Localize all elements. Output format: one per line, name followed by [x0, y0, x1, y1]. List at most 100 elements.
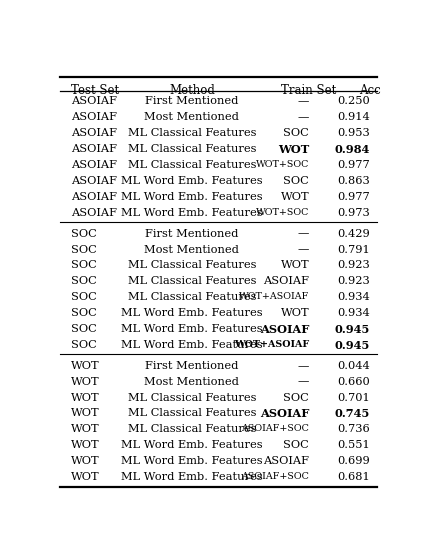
Text: WOT+ASOIAF: WOT+ASOIAF	[234, 340, 309, 349]
Text: 0.701: 0.701	[337, 393, 370, 403]
Text: First Mentioned: First Mentioned	[145, 361, 239, 371]
Text: Train Set: Train Set	[282, 84, 337, 97]
Text: ASOIAF: ASOIAF	[72, 176, 118, 186]
Text: 0.945: 0.945	[335, 340, 370, 351]
Text: First Mentioned: First Mentioned	[145, 96, 239, 107]
Text: Method: Method	[169, 84, 215, 97]
Text: —: —	[298, 96, 309, 107]
Text: ML Classical Features: ML Classical Features	[128, 393, 256, 403]
Text: WOT: WOT	[72, 377, 100, 387]
Text: SOC: SOC	[72, 340, 97, 350]
Text: WOT+ASOIAF: WOT+ASOIAF	[239, 292, 309, 301]
Text: ASOIAF: ASOIAF	[263, 276, 309, 286]
Text: ASOIAF+SOC: ASOIAF+SOC	[241, 472, 309, 481]
Text: ASOIAF+SOC: ASOIAF+SOC	[241, 424, 309, 433]
Text: ASOIAF: ASOIAF	[72, 144, 118, 154]
Text: ML Classical Features: ML Classical Features	[128, 260, 256, 271]
Text: —: —	[298, 377, 309, 387]
Text: ML Word Emb. Features: ML Word Emb. Features	[121, 456, 263, 466]
Text: ML Word Emb. Features: ML Word Emb. Features	[121, 472, 263, 482]
Text: ML Word Emb. Features: ML Word Emb. Features	[121, 192, 263, 202]
Text: Most Mentioned: Most Mentioned	[144, 377, 239, 387]
Text: 0.977: 0.977	[337, 192, 370, 202]
Text: 0.977: 0.977	[337, 160, 370, 170]
Text: ML Word Emb. Features: ML Word Emb. Features	[121, 440, 263, 450]
Text: 0.984: 0.984	[335, 144, 370, 155]
Text: 0.953: 0.953	[337, 128, 370, 138]
Text: WOT+SOC: WOT+SOC	[256, 160, 309, 169]
Text: WOT: WOT	[72, 456, 100, 466]
Text: WOT: WOT	[72, 472, 100, 482]
Text: First Mentioned: First Mentioned	[145, 229, 239, 239]
Text: 0.699: 0.699	[337, 456, 370, 466]
Text: WOT: WOT	[72, 409, 100, 419]
Text: ASOIAF: ASOIAF	[72, 96, 118, 107]
Text: ASOIAF: ASOIAF	[260, 409, 309, 420]
Text: SOC: SOC	[283, 128, 309, 138]
Text: ML Word Emb. Features: ML Word Emb. Features	[121, 176, 263, 186]
Text: 0.681: 0.681	[337, 472, 370, 482]
Text: ML Word Emb. Features: ML Word Emb. Features	[121, 308, 263, 318]
Text: ML Classical Features: ML Classical Features	[128, 276, 256, 286]
Text: —: —	[298, 245, 309, 255]
Text: —: —	[298, 112, 309, 122]
Text: 0.250: 0.250	[337, 96, 370, 107]
Text: 0.429: 0.429	[337, 229, 370, 239]
Text: Most Mentioned: Most Mentioned	[144, 112, 239, 122]
Text: 0.945: 0.945	[335, 324, 370, 335]
Text: SOC: SOC	[72, 276, 97, 286]
Text: WOT: WOT	[280, 192, 309, 202]
Text: SOC: SOC	[72, 324, 97, 334]
Text: SOC: SOC	[283, 393, 309, 403]
Text: ML Word Emb. Features: ML Word Emb. Features	[121, 340, 263, 350]
Text: ASOIAF: ASOIAF	[72, 208, 118, 218]
Text: WOT: WOT	[72, 361, 100, 371]
Text: WOT+SOC: WOT+SOC	[256, 208, 309, 217]
Text: ML Classical Features: ML Classical Features	[128, 128, 256, 138]
Text: SOC: SOC	[72, 260, 97, 271]
Text: SOC: SOC	[72, 245, 97, 255]
Text: WOT: WOT	[72, 393, 100, 403]
Text: 0.745: 0.745	[335, 409, 370, 420]
Text: Test Set: Test Set	[72, 84, 120, 97]
Text: ASOIAF: ASOIAF	[72, 128, 118, 138]
Text: ML Classical Features: ML Classical Features	[128, 292, 256, 302]
Text: SOC: SOC	[72, 292, 97, 302]
Text: SOC: SOC	[72, 229, 97, 239]
Text: 0.863: 0.863	[337, 176, 370, 186]
Text: 0.044: 0.044	[337, 361, 370, 371]
Text: —: —	[298, 361, 309, 371]
Text: WOT: WOT	[280, 260, 309, 271]
Text: ASOIAF: ASOIAF	[72, 160, 118, 170]
Text: ML Classical Features: ML Classical Features	[128, 160, 256, 170]
Text: ML Word Emb. Features: ML Word Emb. Features	[121, 208, 263, 218]
Text: ASOIAF: ASOIAF	[260, 324, 309, 335]
Text: 0.791: 0.791	[337, 245, 370, 255]
Text: ML Classical Features: ML Classical Features	[128, 144, 256, 154]
Text: 0.923: 0.923	[337, 276, 370, 286]
Text: ML Classical Features: ML Classical Features	[128, 424, 256, 434]
Text: ML Word Emb. Features: ML Word Emb. Features	[121, 324, 263, 334]
Text: SOC: SOC	[283, 176, 309, 186]
Text: ML Classical Features: ML Classical Features	[128, 409, 256, 419]
Text: ASOIAF: ASOIAF	[263, 456, 309, 466]
Text: 0.934: 0.934	[337, 292, 370, 302]
Text: 0.551: 0.551	[337, 440, 370, 450]
Text: WOT: WOT	[72, 424, 100, 434]
Text: 0.660: 0.660	[337, 377, 370, 387]
Text: SOC: SOC	[72, 308, 97, 318]
Text: 0.934: 0.934	[337, 308, 370, 318]
Text: SOC: SOC	[283, 440, 309, 450]
Text: ASOIAF: ASOIAF	[72, 112, 118, 122]
Text: Acc: Acc	[359, 84, 381, 97]
Text: 0.914: 0.914	[337, 112, 370, 122]
Text: 0.736: 0.736	[337, 424, 370, 434]
Text: 0.973: 0.973	[337, 208, 370, 218]
Text: 0.923: 0.923	[337, 260, 370, 271]
Text: Most Mentioned: Most Mentioned	[144, 245, 239, 255]
Text: —: —	[298, 229, 309, 239]
Text: WOT: WOT	[280, 308, 309, 318]
Text: WOT: WOT	[72, 440, 100, 450]
Text: WOT: WOT	[278, 144, 309, 155]
Text: ASOIAF: ASOIAF	[72, 192, 118, 202]
